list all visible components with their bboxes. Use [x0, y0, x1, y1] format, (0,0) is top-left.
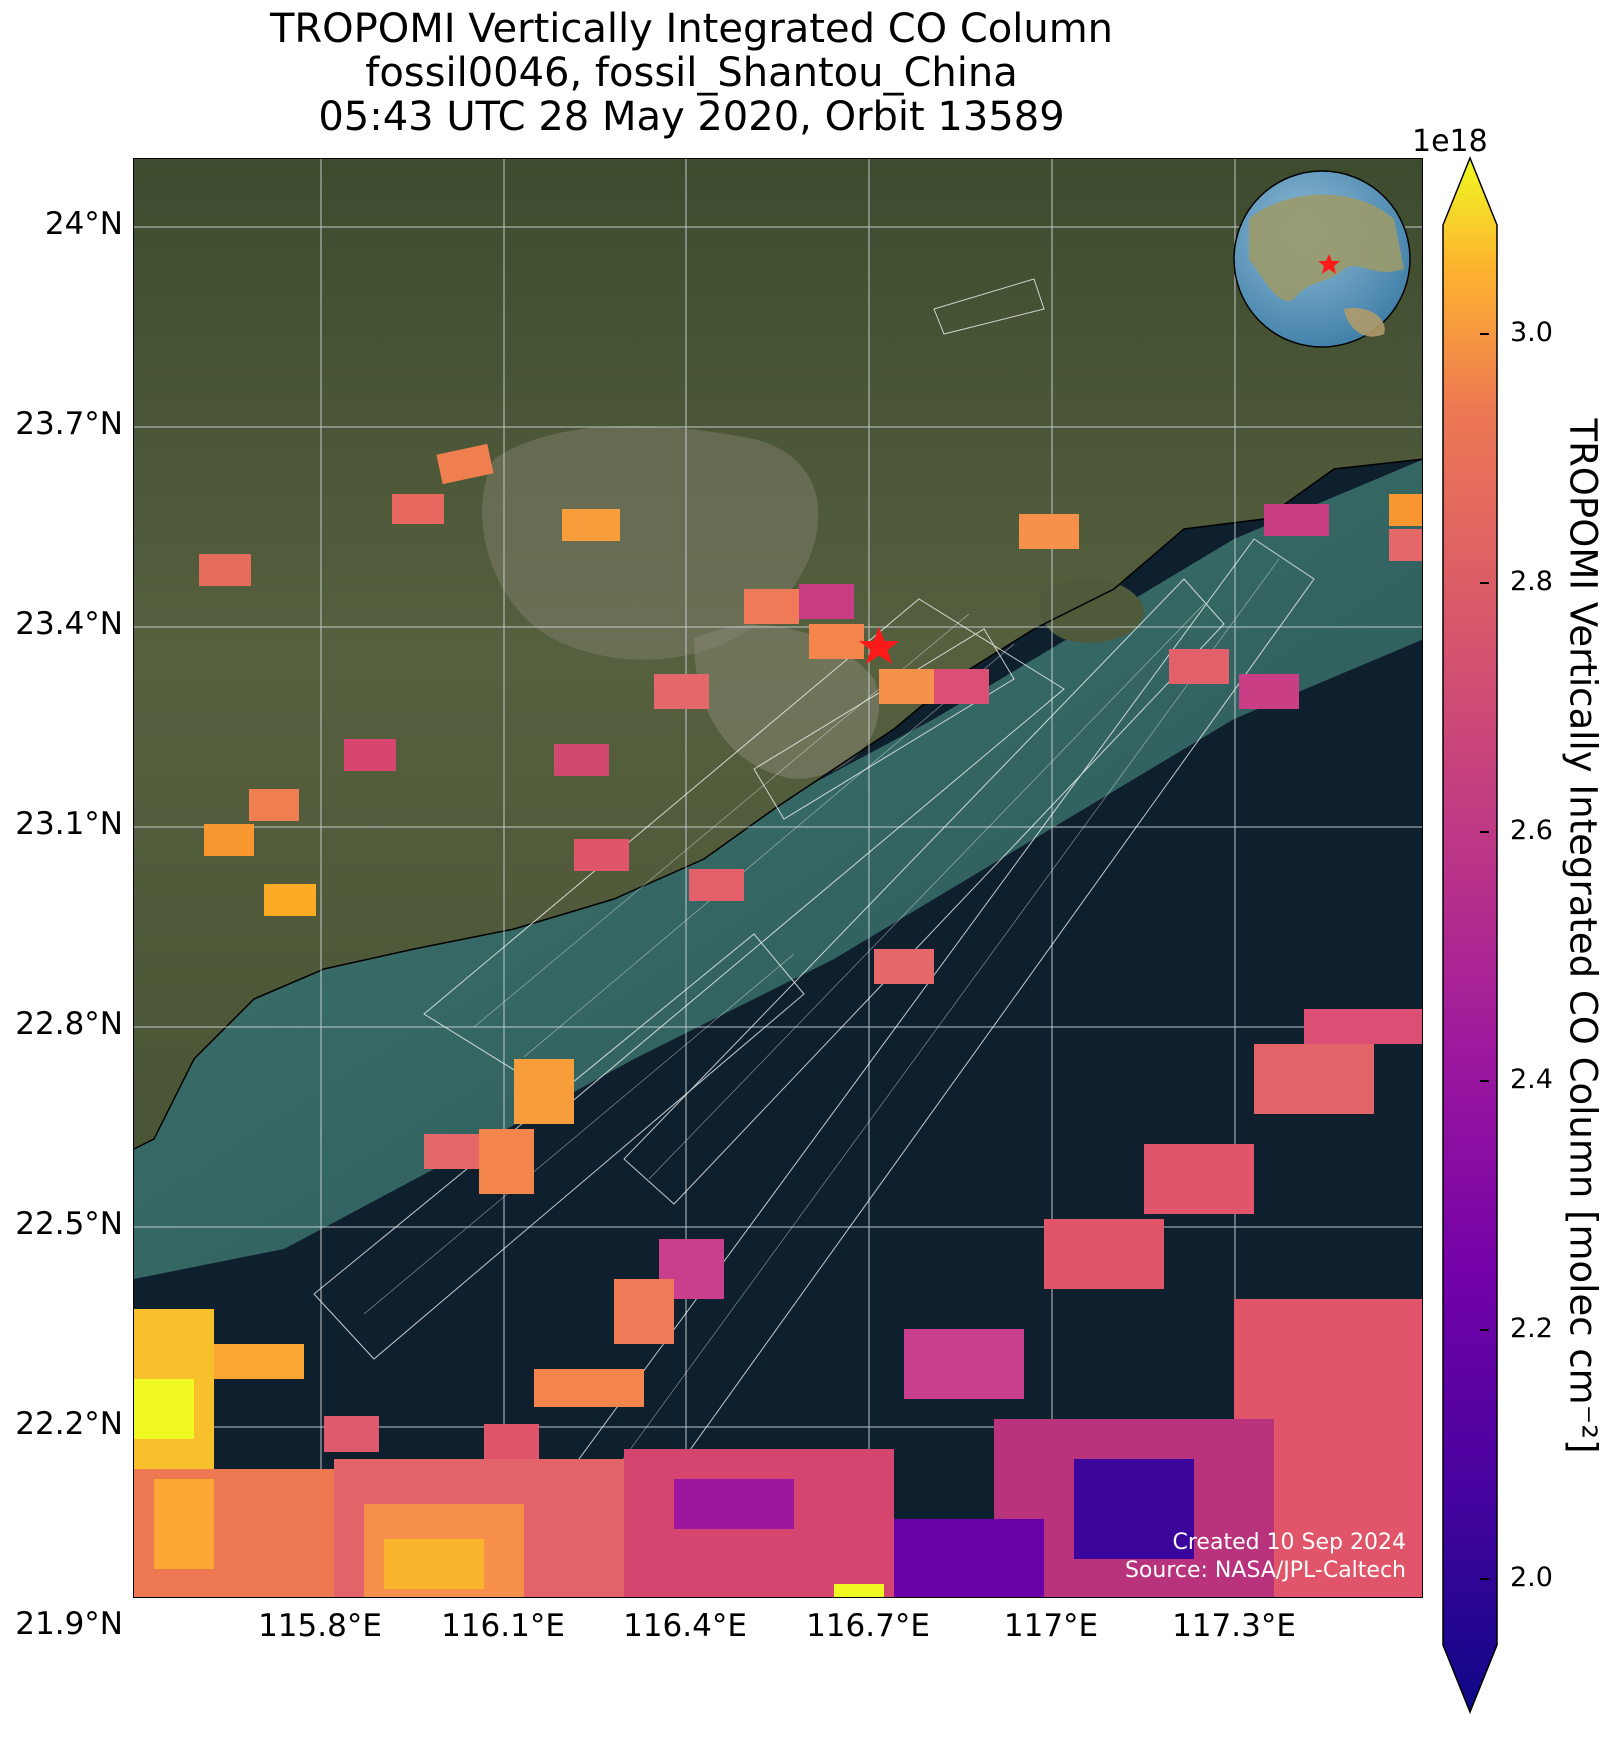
co-pixel: [904, 1329, 1024, 1399]
co-pixel: [1254, 1044, 1374, 1114]
credit-created: Created 10 Sep 2024: [1172, 1530, 1407, 1555]
co-pixel: [199, 554, 251, 586]
co-pixel: [344, 739, 396, 771]
map-panel: Created 10 Sep 2024 Source: NASA/JPL-Cal…: [133, 158, 1423, 1598]
co-pixel: [484, 1424, 539, 1460]
lat-label-22.5: 22.5°N: [15, 1206, 123, 1242]
co-pixel: [1389, 494, 1422, 526]
co-pixel: [934, 669, 989, 704]
co-pixel: [154, 1479, 214, 1569]
colorbar-tick-2.0: 2.0: [1510, 1562, 1553, 1593]
lat-label-21.9: 21.9°N: [15, 1606, 123, 1642]
co-pixel: [744, 589, 799, 624]
co-pixel: [574, 839, 629, 871]
site-star-icon: [859, 627, 899, 664]
co-pixel: [562, 509, 620, 541]
co-pixel: [204, 824, 254, 856]
co-pixel: [1304, 1009, 1422, 1044]
co-pixel: [879, 669, 934, 704]
colorbar-tick-2.2: 2.2: [1510, 1313, 1553, 1344]
co-pixels: [134, 443, 1422, 1597]
colorbar-tick-3.0: 3.0: [1510, 317, 1553, 348]
co-pixel: [689, 869, 744, 901]
co-pixel: [654, 674, 709, 709]
co-pixel: [1239, 674, 1299, 709]
co-pixel: [674, 1479, 794, 1529]
lat-label-24: 24°N: [44, 206, 123, 242]
co-pixel: [424, 1134, 479, 1169]
lat-label-23.7: 23.7°N: [15, 406, 123, 442]
co-pixel: [894, 1519, 1044, 1597]
co-pixel: [1169, 649, 1229, 684]
co-pixel: [1074, 1459, 1194, 1559]
co-pixel: [436, 443, 494, 485]
co-pixel: [514, 1059, 574, 1124]
colorbar-tick-2.4: 2.4: [1510, 1064, 1553, 1095]
lon-label-116.4: 116.4°E: [623, 1608, 747, 1644]
lon-label-116.1: 116.1°E: [441, 1608, 565, 1644]
lon-label-116.7: 116.7°E: [806, 1608, 930, 1644]
co-pixel: [1264, 504, 1329, 536]
co-pixel: [134, 1379, 194, 1439]
colorbar-tick-2.6: 2.6: [1510, 815, 1553, 846]
co-pixel: [554, 744, 609, 776]
co-pixel: [799, 584, 854, 619]
co-pixel: [614, 1279, 674, 1344]
lat-label-22.8: 22.8°N: [15, 1006, 123, 1042]
co-pixel: [249, 789, 299, 821]
co-pixel: [264, 884, 316, 916]
credit-source: Source: NASA/JPL-Caltech: [1124, 1558, 1406, 1583]
map-title-line2: fossil0046, fossil_Shantou_China: [365, 50, 1018, 96]
co-pixel: [479, 1129, 534, 1194]
map-title-line1: TROPOMI Vertically Integrated CO Column: [269, 6, 1114, 52]
co-pixel: [534, 1369, 644, 1407]
colorbar-tick-2.8: 2.8: [1510, 566, 1553, 597]
urban-area: [482, 425, 819, 660]
co-pixel: [834, 1584, 884, 1597]
coastal-water: [134, 459, 1422, 1279]
colorbar-label: TROPOMI Vertically Integrated CO Column …: [1561, 418, 1605, 1454]
urban-area: [694, 624, 880, 779]
co-pixel: [874, 949, 934, 984]
coastline: [134, 458, 1422, 1150]
co-pixel: [392, 494, 444, 524]
colorbar: [1442, 155, 1498, 1715]
map-credit: Created 10 Sep 2024 Source: NASA/JPL-Cal…: [1125, 1529, 1406, 1585]
lon-label-117.3: 117.3°E: [1172, 1608, 1296, 1644]
co-pixel: [324, 1416, 379, 1452]
map-title-line3: 05:43 UTC 28 May 2020, Orbit 13589: [318, 94, 1065, 140]
co-pixel: [1144, 1144, 1254, 1214]
colorbar-exponent: 1e18: [1412, 124, 1488, 159]
co-pixel: [384, 1539, 484, 1589]
lon-label-117: 117°E: [1003, 1608, 1099, 1644]
co-pixel: [1389, 529, 1422, 561]
lat-label-23.4: 23.4°N: [15, 606, 123, 642]
lat-label-23.1: 23.1°N: [15, 806, 123, 842]
globe-inset: [1233, 170, 1411, 348]
map-canvas: [134, 159, 1422, 1597]
lon-label-115.8: 115.8°E: [258, 1608, 382, 1644]
co-pixel: [214, 1344, 304, 1379]
co-pixel: [1044, 1219, 1164, 1289]
lat-label-22.2: 22.2°N: [15, 1406, 123, 1442]
co-pixel: [1019, 514, 1079, 549]
co-pixel: [809, 624, 864, 659]
